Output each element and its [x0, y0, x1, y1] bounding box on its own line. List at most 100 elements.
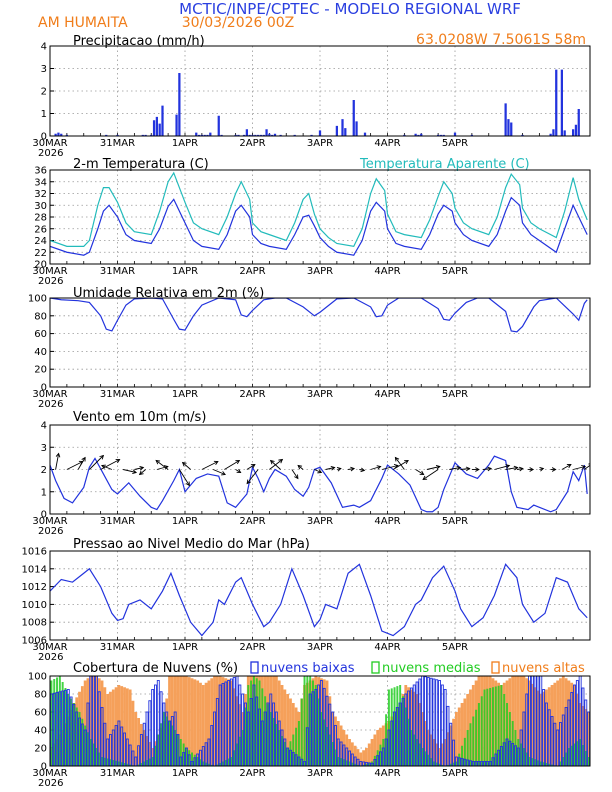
- mid-cloud-bar: [162, 712, 165, 766]
- y-tick-label: 36: [34, 166, 47, 177]
- high-cloud-bar: [92, 676, 95, 766]
- high-cloud-bar: [570, 682, 574, 766]
- mid-cloud-bar: [238, 736, 241, 766]
- mid-cloud-bar: [506, 703, 509, 766]
- precip-title: Precipitacao (mm/h): [73, 34, 205, 49]
- high-cloud-bar: [452, 718, 455, 766]
- mid-cloud-bar: [252, 676, 255, 766]
- x-tick-label: 1APR: [172, 768, 198, 779]
- mid-cloud-bar: [581, 745, 584, 766]
- high-cloud-bar: [187, 677, 191, 766]
- precip-bar: [341, 119, 344, 136]
- low-cloud-bar: [494, 753, 498, 766]
- mid-cloud-bar: [196, 757, 199, 766]
- x-tick-label: 4APR: [374, 138, 400, 149]
- low-cloud-bar: [221, 683, 225, 766]
- y-tick-label: 60: [34, 708, 47, 719]
- low-cloud-bar: [336, 738, 340, 766]
- low-cloud-bar: [435, 679, 439, 766]
- high-cloud-bar: [426, 730, 430, 766]
- wind-arrow: [561, 464, 572, 470]
- wind-arrow-head: [513, 465, 519, 471]
- mid-cloud-bar: [416, 739, 419, 766]
- precip-bar: [234, 134, 237, 136]
- high-cloud-bar: [176, 676, 180, 766]
- precip-bar: [152, 120, 156, 136]
- mid-cloud-bar: [193, 754, 196, 766]
- low-cloud-bar: [356, 758, 360, 766]
- low-cloud-bar: [255, 696, 259, 766]
- x-tick-label: 4APR: [374, 516, 400, 527]
- high-cloud-bar: [286, 694, 290, 766]
- mid-cloud-bar: [368, 762, 371, 766]
- high-cloud-bar: [134, 712, 138, 766]
- low-cloud-bar: [550, 716, 554, 766]
- low-cloud-bar: [415, 681, 419, 766]
- wind-arrow-head: [155, 459, 161, 465]
- precip-bar: [206, 134, 209, 136]
- high-cloud-bar: [103, 687, 107, 766]
- panel-frame: [49, 675, 591, 767]
- mid-cloud-bar: [418, 743, 421, 766]
- low-cloud-bar: [499, 746, 503, 766]
- mid-cloud-bar: [446, 764, 449, 766]
- y-tick-label: 4: [41, 421, 47, 432]
- wind-arrow: [246, 469, 259, 484]
- mid-cloud-bar: [106, 758, 109, 766]
- low-cloud-bar: [502, 742, 506, 766]
- precip-bar: [563, 130, 566, 136]
- low-cloud-bar: [61, 690, 65, 766]
- mid-cloud-bar: [205, 762, 208, 766]
- precip-bar: [197, 134, 201, 136]
- precip-bar: [352, 100, 355, 136]
- x-tick-label: 2APR: [239, 138, 265, 149]
- panel-content: [50, 676, 590, 766]
- high-cloud-bar: [328, 696, 332, 766]
- mid-cloud-bar: [70, 698, 73, 766]
- mid-cloud-bar: [477, 703, 480, 766]
- mid-cloud-bar: [264, 696, 267, 766]
- low-cloud-bar: [438, 680, 441, 766]
- mid-cloud-bar: [463, 737, 466, 766]
- mid-cloud-bar: [348, 761, 351, 766]
- wind-arrow: [224, 460, 240, 470]
- wind-arrow: [246, 464, 256, 470]
- x-tick-label: 31MAR: [100, 138, 135, 149]
- mid-cloud-bar: [292, 734, 295, 766]
- low-cloud-bar: [471, 761, 475, 766]
- mid-cloud-bar: [137, 764, 140, 766]
- wind-arrow: [139, 469, 146, 475]
- precip-bar: [521, 134, 524, 136]
- mid-cloud-bar: [455, 761, 458, 766]
- mid-cloud-bar: [261, 688, 264, 766]
- mid-cloud-bar: [275, 724, 278, 766]
- high-cloud-bar: [449, 725, 453, 766]
- low-cloud-bar: [249, 698, 253, 766]
- mid-cloud-bar: [151, 757, 154, 766]
- wind-arrow: [314, 469, 322, 473]
- y-tick-label: 20: [34, 744, 47, 755]
- x-tick-label: 5APR: [442, 138, 468, 149]
- precip-bar: [254, 134, 257, 136]
- low-cloud-bar: [544, 702, 548, 766]
- precip-bar: [420, 133, 423, 136]
- mid-cloud-bar: [461, 745, 464, 766]
- low-cloud-bar: [564, 707, 568, 766]
- mid-cloud-bar: [435, 762, 438, 766]
- x-tick-label: 2APR: [239, 389, 265, 400]
- mid-cloud-bar: [216, 764, 219, 766]
- mid-cloud-bar: [160, 723, 163, 766]
- low-cloud-bar: [556, 729, 560, 766]
- low-cloud-bar: [561, 714, 565, 766]
- high-cloud-bar: [142, 730, 146, 766]
- mid-cloud-bar: [227, 758, 230, 766]
- wind-arrow-head: [250, 464, 256, 469]
- wind-arrow: [297, 465, 304, 470]
- mid-cloud-bar: [281, 736, 284, 766]
- high-cloud-bar: [83, 680, 87, 766]
- mid-cloud-bar: [306, 676, 309, 766]
- low-cloud-bar: [187, 754, 191, 766]
- mid-cloud-bar: [266, 704, 269, 766]
- mid-cloud-bar: [551, 764, 554, 766]
- x-tick-label: 30MAR: [32, 138, 67, 149]
